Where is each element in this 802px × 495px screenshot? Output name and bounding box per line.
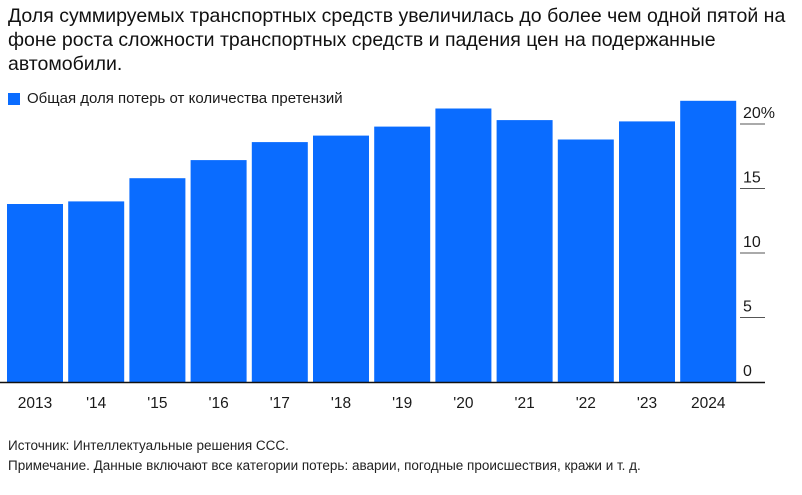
bar-11: [680, 100, 737, 383]
footer: Источник: Интеллектуальные решения CCC. …: [8, 436, 641, 476]
bar-4: [251, 142, 308, 382]
source-text: Источник: Интеллектуальные решения CCC.: [8, 438, 289, 453]
bar-7: [435, 108, 492, 382]
y-tick-label-4: 20%: [743, 105, 775, 122]
bar-2: [129, 178, 186, 382]
legend-label: Общая доля потерь от количества претензи…: [27, 90, 343, 107]
chart-title: Доля суммируемых транспортных средств ув…: [8, 5, 786, 75]
x-tick-label-6: '19: [392, 395, 412, 412]
y-tick-label-3: 15: [743, 170, 761, 187]
bar-1: [68, 201, 125, 382]
bar-8: [496, 120, 553, 382]
legend-swatch: [8, 92, 20, 105]
bar-5: [313, 135, 369, 382]
x-tick-label-9: '22: [576, 395, 596, 412]
x-tick-label-5: '18: [331, 395, 351, 412]
bar-6: [374, 126, 431, 382]
y-tick-label-2: 10: [743, 234, 761, 251]
x-tick-label-0: 2013: [18, 395, 52, 412]
bar-3: [190, 160, 247, 382]
y-tick-label-1: 5: [743, 299, 752, 316]
x-tick-label-11: 2024: [691, 395, 726, 412]
x-tick-label-3: '16: [208, 395, 228, 412]
x-tick-label-7: '20: [453, 395, 474, 412]
x-tick-label-2: '15: [147, 395, 167, 412]
legend: Общая доля потерь от количества претензи…: [8, 90, 343, 107]
note-text: Примечание. Данные включают все категори…: [8, 458, 641, 473]
bar-10: [619, 121, 675, 383]
x-tick-label-4: '17: [270, 395, 290, 412]
y-tick-label-0: 0: [743, 363, 752, 380]
bar-0: [7, 204, 63, 382]
x-axis: 2013 '14 '15 '16 '17 '18 '19 '20 '21 '22 '23 2024: [18, 395, 726, 412]
x-tick-label-8: '21: [514, 395, 534, 412]
x-tick-label-1: '14: [86, 395, 107, 412]
bar-9: [557, 139, 614, 382]
x-tick-label-10: '23: [637, 395, 657, 412]
y-axis: 0 5 10 15 20%: [0, 105, 775, 384]
bars-group: [7, 100, 737, 383]
